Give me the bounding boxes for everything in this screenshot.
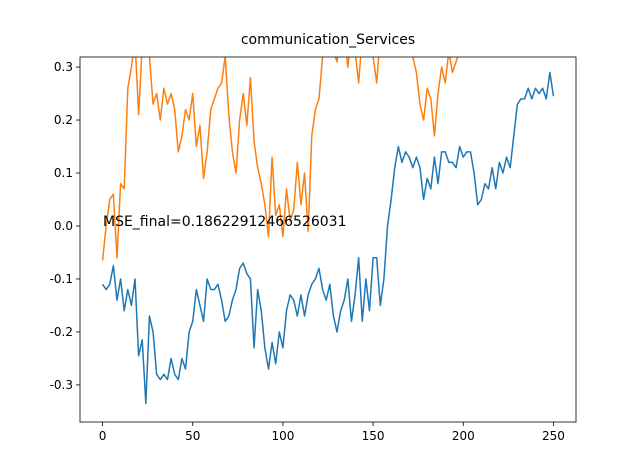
y-tick-label: -0.3 <box>50 378 73 392</box>
plot-area <box>101 57 555 405</box>
y-tick-label: -0.1 <box>50 272 73 286</box>
series-line <box>101 57 459 261</box>
series-line <box>101 71 555 405</box>
y-tick-label: 0.2 <box>54 113 73 127</box>
annotation: MSE_final=0.18622912466526031 <box>103 214 346 230</box>
y-tick-label: 0.0 <box>54 219 73 233</box>
x-tick-label: 0 <box>99 429 107 443</box>
x-tick-label: 250 <box>542 429 565 443</box>
chart-title: communication_Services <box>241 32 415 48</box>
y-tick-label: -0.2 <box>50 325 73 339</box>
axes-frame <box>79 56 577 423</box>
x-tick-label: 200 <box>452 429 475 443</box>
y-tick-label: 0.3 <box>54 60 73 74</box>
x-tick-label: 150 <box>362 429 385 443</box>
y-tick-label: 0.1 <box>54 166 73 180</box>
x-tick-label: 50 <box>185 429 200 443</box>
x-tick-label: 100 <box>271 429 294 443</box>
